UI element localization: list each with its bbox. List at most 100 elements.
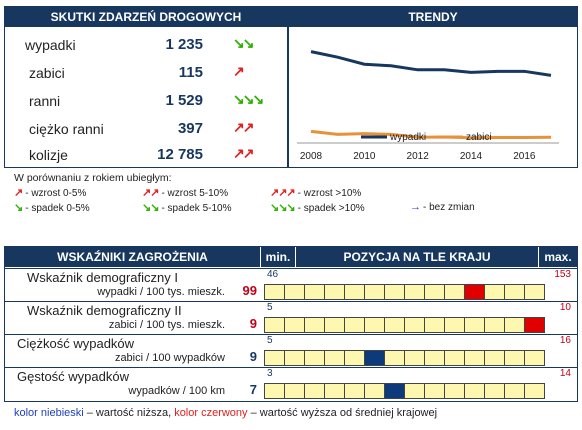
- scale-max-value: 14: [559, 368, 571, 379]
- indicator-name: Gęstość wypadków: [17, 369, 129, 384]
- legend-text: - wzrost 0-5%: [25, 188, 87, 199]
- position-marker: [464, 284, 485, 300]
- scale-cell: [504, 284, 525, 300]
- trend-arrow-icon: ↗↗: [233, 119, 255, 135]
- indicator-value: 9: [249, 316, 257, 331]
- scale-cell: [384, 317, 405, 333]
- indicator-name: Wskaźnik demograficzny II: [27, 303, 182, 318]
- effect-value: 397: [177, 120, 203, 137]
- effect-label: ranni: [29, 93, 61, 109]
- x-tick-label: 2010: [353, 151, 376, 162]
- scale-cell: [384, 284, 405, 300]
- scale-cell: [304, 317, 325, 333]
- legend-text: - wzrost >10%: [297, 188, 362, 199]
- scale-max-value: 10: [559, 302, 571, 313]
- scale-cell: [524, 350, 545, 366]
- effect-label: ciężko ranni: [29, 121, 104, 137]
- scale-max-value: 16: [559, 335, 571, 346]
- scale-cell: [264, 284, 285, 300]
- trends-panel: TRENDY 2008 2010 2012 2014 2016 wypadki zabici: [288, 6, 578, 168]
- trend-arrow-icon: ↘↘: [233, 35, 255, 51]
- scale-cell: [344, 383, 365, 399]
- scale-cell: [404, 350, 425, 366]
- scale-cell: [304, 350, 325, 366]
- series-line-wypadki: [310, 50, 552, 77]
- position-scale: [264, 317, 545, 333]
- scale-cell: [464, 317, 485, 333]
- scale-cell: [484, 350, 505, 366]
- scale-cell: [344, 350, 365, 366]
- trend-arrow-icon: ↘↘↘: [233, 91, 264, 107]
- scale-cell: [424, 383, 445, 399]
- indicator-unit: wypadki / 100 tys. mieszk.: [97, 286, 225, 298]
- position-marker: [364, 350, 385, 366]
- x-tick-label: 2014: [460, 151, 483, 162]
- scale-min-value: 5: [267, 335, 273, 346]
- position-marker: [524, 317, 545, 333]
- scale-cell: [524, 284, 545, 300]
- indicators-panel: WSKAŹNIKI ZAGROŻENIA min. POZYCJA NA TLE…: [4, 246, 578, 402]
- indicator-value: 99: [242, 283, 257, 298]
- scale-cell: [484, 284, 505, 300]
- scale-cell: [504, 317, 525, 333]
- scale-cell: [444, 317, 465, 333]
- scale-cell: [284, 383, 305, 399]
- scale-cell: [484, 383, 505, 399]
- effect-label: zabici: [29, 65, 65, 81]
- legend-item: ↗↗↗ - wzrost >10%: [270, 186, 361, 199]
- scale-cell: [324, 383, 345, 399]
- scale-cell: [424, 284, 445, 300]
- indicator-name: Wskaźnik demograficzny I: [27, 270, 178, 285]
- legend-arrow-icon: ↗↗: [142, 187, 159, 199]
- scale-cell: [284, 350, 305, 366]
- indicator-value: 9: [249, 349, 257, 364]
- scale-cell: [344, 284, 365, 300]
- effect-value: 1 235: [165, 36, 203, 53]
- legend-text: - spadek 5-10%: [161, 203, 232, 214]
- effect-value: 115: [178, 64, 203, 81]
- scale-cell: [364, 383, 385, 399]
- indicator-unit: zabici / 100 wypadków: [114, 352, 225, 364]
- scale-min-value: 3: [267, 368, 273, 379]
- legend-item: ↘ - spadek 0-5%: [14, 201, 90, 214]
- scale-cell: [384, 350, 405, 366]
- footnote-red: kolor czerwony: [174, 407, 248, 419]
- footnote-end: – wartość wyższa od średniej krajowej: [247, 407, 438, 419]
- scale-cell: [264, 350, 285, 366]
- legend-arrow-icon: ↗: [14, 187, 23, 199]
- footnote-mid: – wartość niższa,: [83, 407, 175, 419]
- scale-cell: [284, 317, 305, 333]
- indicator-row: Wskaźnik demograficzny II zabici / 100 ty…: [5, 301, 577, 334]
- scale-cell: [504, 383, 525, 399]
- scale-cell: [524, 383, 545, 399]
- legend-text: - wzrost 5-10%: [161, 188, 229, 199]
- legend-item: → - bez zmian: [410, 201, 475, 213]
- legend-text: - bez zmian: [423, 202, 475, 213]
- scale-cell: [444, 383, 465, 399]
- legend-item: ↗↗ - wzrost 5-10%: [142, 186, 228, 199]
- scale-cell: [344, 317, 365, 333]
- scale-min-value: 5: [267, 302, 273, 313]
- indicators-title: WSKAŹNIKI ZAGROŻENIA: [5, 247, 260, 267]
- legend-series-label: zabici: [466, 132, 492, 143]
- scale-cell: [504, 350, 525, 366]
- legend-text: - spadek 0-5%: [25, 203, 90, 214]
- trend-arrow-icon: ↗: [233, 63, 245, 79]
- position-title: POZYCJA NA TLE KRAJU: [296, 247, 538, 267]
- trends-chart: 2008 2010 2012 2014 2016 wypadki zabici: [297, 50, 559, 162]
- scale-cell: [264, 383, 285, 399]
- legend-heading: W porównaniu z rokiem ubiegłym:: [14, 172, 172, 184]
- x-tick-label: 2016: [513, 151, 536, 162]
- x-tick-label: 2008: [300, 151, 323, 162]
- indicator-unit: wypadków / 100 km: [128, 385, 225, 397]
- accident-effects-panel: SKUTKI ZDARZEŃ DROGOWYCH wypadki 1 235 ↘↘ z…: [4, 6, 288, 168]
- scale-cell: [404, 284, 425, 300]
- scale-max-value: 153: [554, 269, 571, 280]
- position-marker: [384, 383, 405, 399]
- legend-arrow-icon: ↘: [14, 202, 23, 214]
- trends-title: TRENDY: [289, 7, 577, 27]
- scale-cell: [304, 284, 325, 300]
- scale-min-value: 46: [267, 269, 279, 280]
- effect-label: kolizje: [29, 147, 68, 163]
- scale-cell: [424, 317, 445, 333]
